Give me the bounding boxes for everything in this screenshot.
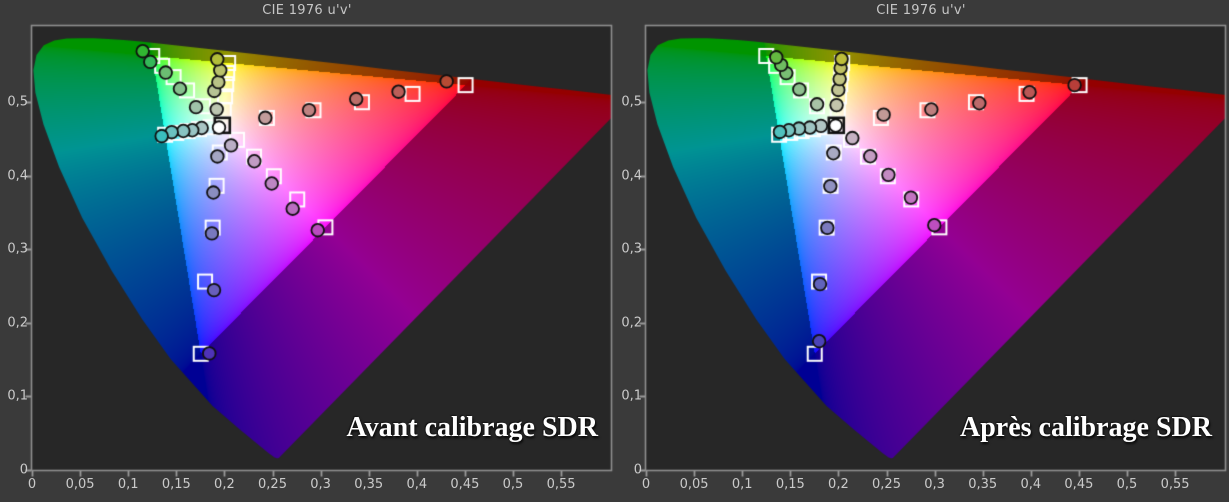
chart-title: CIE 1976 u'v' xyxy=(262,3,352,18)
chart-panel-avant: CIE 1976 u'v' Avant calibrage SDR 0 0,05 0… xyxy=(0,0,615,502)
chart-caption-avant: Avant calibrage SDR xyxy=(346,412,598,443)
x-tick-label: 0,1 xyxy=(117,477,139,492)
x-tick-label: 0,1 xyxy=(731,477,753,492)
chart-panel-apres: CIE 1976 u'v' Après calibrage SDR 0 0,05 0… xyxy=(614,0,1229,502)
x-tick-label: 0,35 xyxy=(354,477,384,492)
y-tick-label: 0,2 xyxy=(621,315,642,331)
x-tick-label: 0,55 xyxy=(546,477,576,492)
x-tick-label: 0,3 xyxy=(924,477,945,492)
x-tick-label: 0,55 xyxy=(1160,477,1190,492)
y-tick-label: 0,1 xyxy=(7,388,28,404)
chromaticity-diagram-canvas-apres xyxy=(614,0,1229,502)
x-tick-label: 0,05 xyxy=(65,477,95,492)
y-tick-label: 0,1 xyxy=(621,388,642,404)
x-tick-label: 0,15 xyxy=(161,477,191,492)
x-tick-label: 0,05 xyxy=(679,477,709,492)
x-tick-label: 0,25 xyxy=(872,477,901,492)
x-tick-label: 0 xyxy=(641,477,651,492)
x-tick-label: 0,4 xyxy=(406,477,428,492)
y-tick-label: 0,3 xyxy=(621,241,642,257)
x-tick-label: 0,15 xyxy=(775,477,805,492)
y-tick-label: 0,5 xyxy=(7,94,28,110)
x-tick-label: 0,2 xyxy=(828,477,849,492)
y-tick-label: 0,4 xyxy=(7,168,28,184)
x-tick-label: 0,3 xyxy=(310,477,331,492)
x-tick-label: 0,5 xyxy=(1116,477,1138,492)
y-tick-label: 0,2 xyxy=(7,315,28,331)
x-tick-label: 0,25 xyxy=(258,477,287,492)
x-tick-label: 0,35 xyxy=(968,477,998,492)
x-tick-label: 0,4 xyxy=(1020,477,1042,492)
chart-title: CIE 1976 u'v' xyxy=(876,3,966,18)
y-tick-label: 0 xyxy=(633,462,642,478)
x-tick-label: 0,2 xyxy=(214,477,235,492)
x-tick-label: 0 xyxy=(27,477,37,492)
y-tick-label: 0,5 xyxy=(621,94,642,110)
x-tick-label: 0,5 xyxy=(502,477,524,492)
y-tick-label: 0 xyxy=(19,462,28,478)
chart-caption-apres: Après calibrage SDR xyxy=(960,412,1212,443)
chromaticity-diagram-canvas-avant xyxy=(0,0,615,502)
y-tick-label: 0,3 xyxy=(7,241,28,257)
x-tick-label: 0,45 xyxy=(1064,477,1094,492)
y-tick-label: 0,4 xyxy=(621,168,642,184)
x-tick-label: 0,45 xyxy=(450,477,480,492)
